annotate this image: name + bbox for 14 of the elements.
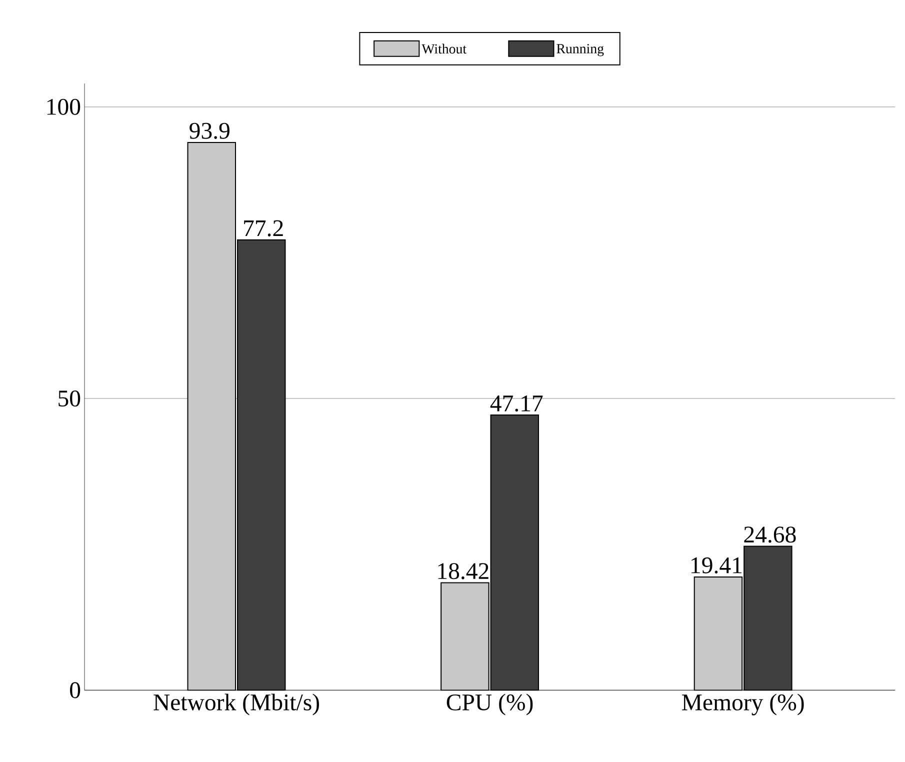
data-label: 47.17 (490, 396, 543, 412)
data-label: 24.68 (744, 526, 796, 543)
x-tick-label: Network (Mbit/s) (154, 694, 319, 716)
y-tick-label: 0 (70, 682, 80, 698)
data-label: 77.2 (244, 220, 283, 236)
data-label: 18.42 (438, 563, 488, 580)
x-tick-label: Memory (%) (682, 694, 804, 716)
x-tick-label: CPU (%) (446, 694, 533, 716)
legend-label: Running (556, 44, 604, 56)
data-label: 93.9 (190, 122, 230, 140)
y-tick-label: 50 (58, 390, 80, 407)
y-tick-label: 100 (47, 98, 80, 115)
data-label: 19.41 (692, 557, 742, 574)
legend-label: Without (422, 44, 466, 54)
